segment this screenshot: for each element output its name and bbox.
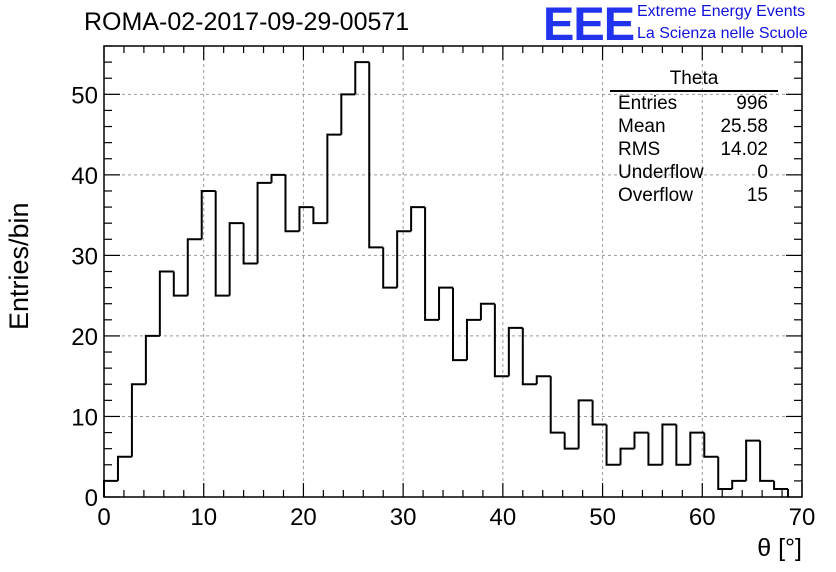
histogram-bin — [745, 439, 761, 481]
histogram-bin — [661, 423, 677, 465]
stats-value: 0 — [757, 162, 768, 183]
histogram-bin — [242, 223, 258, 265]
histogram-bin — [116, 455, 132, 481]
histogram-bin — [647, 432, 663, 466]
x-tick-label: 40 — [490, 504, 517, 531]
logo-subtitle-2: La Scienza nelle Scuole — [637, 25, 808, 42]
histogram-bin — [493, 303, 509, 378]
x-tick-label: 0 — [97, 504, 110, 531]
histogram-bin — [633, 431, 649, 449]
histogram-bin — [326, 133, 342, 224]
histogram-bin — [214, 190, 230, 297]
x-tick-label: 30 — [390, 504, 417, 531]
y-tick-label: 10 — [71, 404, 98, 431]
histogram-bin — [759, 440, 775, 482]
histogram-bin — [703, 432, 719, 458]
histogram-bin — [549, 376, 565, 434]
histogram-bin — [619, 447, 635, 465]
histogram-bin — [424, 207, 440, 321]
stats-label: Mean — [618, 116, 666, 137]
x-tick-label: 20 — [290, 504, 317, 531]
y-axis-label: Entries/bin — [4, 202, 34, 330]
stats-row-underflow: Underflow 0 — [610, 161, 778, 184]
histogram-bin — [605, 424, 621, 466]
histogram-bin — [284, 174, 300, 233]
stats-row-rms: RMS 14.02 — [610, 138, 778, 161]
histogram-bin — [479, 302, 495, 320]
axis-tick-labels: 0 10 20 30 40 50 60 70 0 10 20 30 40 50 — [71, 82, 815, 531]
histogram-bin — [312, 207, 328, 225]
y-tick-label: 40 — [71, 163, 98, 190]
x-tick-label: 10 — [190, 504, 217, 531]
histogram-bin — [340, 93, 356, 135]
stats-row-entries: Entries 996 — [610, 92, 778, 115]
stats-value: 25.58 — [720, 116, 768, 137]
stats-label: Overflow — [618, 185, 693, 206]
histogram-bin — [675, 424, 691, 466]
histogram-bin — [172, 271, 188, 297]
stats-value: 996 — [736, 93, 768, 114]
histogram-bin — [507, 326, 523, 377]
x-tick-label: 50 — [589, 504, 616, 531]
stats-value: 15 — [746, 185, 768, 206]
histogram-bin — [396, 230, 412, 288]
axis-ticks — [103, 45, 803, 498]
histogram-bin — [103, 479, 118, 497]
histogram-bin — [717, 456, 733, 490]
y-tick-label: 30 — [71, 243, 98, 270]
y-tick-label: 0 — [85, 485, 98, 512]
histogram-bin — [158, 270, 174, 336]
stats-row-overflow: Overflow 15 — [610, 184, 778, 207]
logo-subtitle-1: Extreme Energy Events — [637, 3, 806, 20]
histogram-bin — [577, 399, 593, 449]
histogram-bin — [368, 62, 384, 249]
histogram-bin — [465, 318, 481, 361]
histogram-bin — [521, 327, 537, 386]
histogram-bin — [298, 206, 314, 232]
y-tick-label: 20 — [71, 324, 98, 351]
stats-title: Theta — [610, 68, 778, 92]
histogram-bin — [144, 334, 160, 385]
histogram-bin — [256, 181, 272, 264]
histogram-bin — [563, 432, 579, 450]
histogram-bin — [382, 247, 398, 289]
histogram-bars — [103, 61, 790, 497]
histogram-bin — [535, 375, 551, 385]
y-tick-label: 50 — [71, 82, 98, 109]
histogram-bin — [452, 287, 467, 362]
histogram-bin — [186, 238, 202, 296]
stats-label: Entries — [618, 93, 678, 114]
histogram-bin — [591, 400, 607, 426]
histogram-bin — [689, 431, 705, 465]
x-axis-label: θ [°] — [757, 534, 802, 562]
chart-title: ROMA-02-2017-09-29-00571 — [84, 8, 410, 36]
stats-label: Underflow — [618, 162, 704, 183]
stats-label: RMS — [618, 139, 661, 160]
stats-box: Theta Entries 996 Mean 25.58 RMS 14.02 U… — [610, 68, 778, 207]
stats-row-mean: Mean 25.58 — [610, 115, 778, 138]
histogram-bin — [438, 286, 453, 320]
histogram-bin — [200, 189, 216, 240]
histogram-bin — [731, 479, 747, 489]
x-tick-label: 70 — [789, 504, 816, 531]
histogram-bin — [410, 206, 426, 232]
histogram-bin — [130, 383, 146, 457]
histogram-bin — [354, 61, 370, 95]
eee-logo: EEE — [543, 0, 635, 50]
histogram-bin — [773, 480, 789, 490]
histogram-bin — [270, 173, 286, 183]
x-tick-label: 60 — [689, 504, 716, 531]
histogram-bin — [228, 222, 244, 296]
stats-value: 14.02 — [720, 139, 768, 160]
